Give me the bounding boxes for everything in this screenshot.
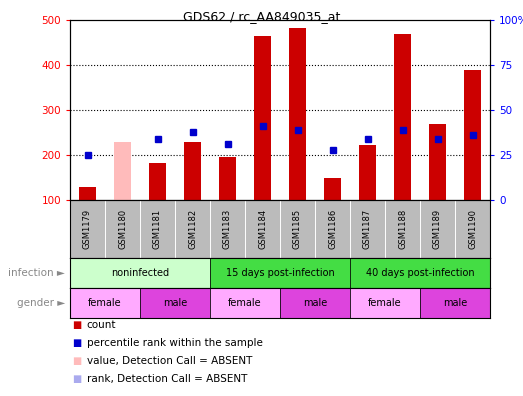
Text: female: female: [368, 298, 402, 308]
Text: GSM1186: GSM1186: [328, 209, 337, 249]
Bar: [280, 288, 350, 318]
Text: GSM1190: GSM1190: [468, 209, 477, 249]
Bar: [254, 36, 271, 200]
Bar: [429, 124, 446, 200]
Text: noninfected: noninfected: [111, 268, 169, 278]
Text: gender ►: gender ►: [17, 298, 65, 308]
Bar: [219, 157, 236, 200]
Bar: [350, 258, 490, 288]
Bar: [420, 288, 490, 318]
Text: GSM1185: GSM1185: [293, 209, 302, 249]
Bar: [359, 145, 376, 200]
Bar: [350, 288, 420, 318]
Bar: [70, 288, 140, 318]
Text: GSM1188: GSM1188: [398, 209, 407, 249]
Text: female: female: [88, 298, 122, 308]
Bar: [184, 143, 201, 200]
Text: GDS62 / rc_AA849035_at: GDS62 / rc_AA849035_at: [183, 10, 340, 23]
Bar: [79, 187, 96, 200]
Text: male: male: [443, 298, 467, 308]
Text: female: female: [228, 298, 262, 308]
Text: rank, Detection Call = ABSENT: rank, Detection Call = ABSENT: [87, 374, 247, 384]
Text: ■: ■: [72, 320, 81, 330]
Bar: [70, 258, 210, 288]
Text: percentile rank within the sample: percentile rank within the sample: [87, 338, 263, 348]
Text: GSM1189: GSM1189: [433, 209, 442, 249]
Text: GSM1179: GSM1179: [83, 209, 92, 249]
Text: value, Detection Call = ABSENT: value, Detection Call = ABSENT: [87, 356, 252, 366]
Text: GSM1182: GSM1182: [188, 209, 197, 249]
Text: GSM1187: GSM1187: [363, 209, 372, 249]
Bar: [464, 70, 481, 200]
Bar: [140, 288, 210, 318]
Bar: [394, 34, 411, 200]
Text: GSM1184: GSM1184: [258, 209, 267, 249]
Text: GSM1183: GSM1183: [223, 209, 232, 249]
Bar: [113, 143, 131, 200]
Bar: [149, 163, 166, 200]
Bar: [324, 179, 341, 200]
Bar: [210, 258, 350, 288]
Text: GSM1181: GSM1181: [153, 209, 162, 249]
Text: male: male: [163, 298, 187, 308]
Text: infection ►: infection ►: [8, 268, 65, 278]
Text: count: count: [87, 320, 116, 330]
Text: 40 days post-infection: 40 days post-infection: [366, 268, 474, 278]
Bar: [210, 288, 280, 318]
Bar: [289, 28, 306, 200]
Text: ■: ■: [72, 374, 81, 384]
Text: ■: ■: [72, 338, 81, 348]
Text: male: male: [303, 298, 327, 308]
Text: GSM1180: GSM1180: [118, 209, 127, 249]
Text: 15 days post-infection: 15 days post-infection: [225, 268, 334, 278]
Text: ■: ■: [72, 356, 81, 366]
